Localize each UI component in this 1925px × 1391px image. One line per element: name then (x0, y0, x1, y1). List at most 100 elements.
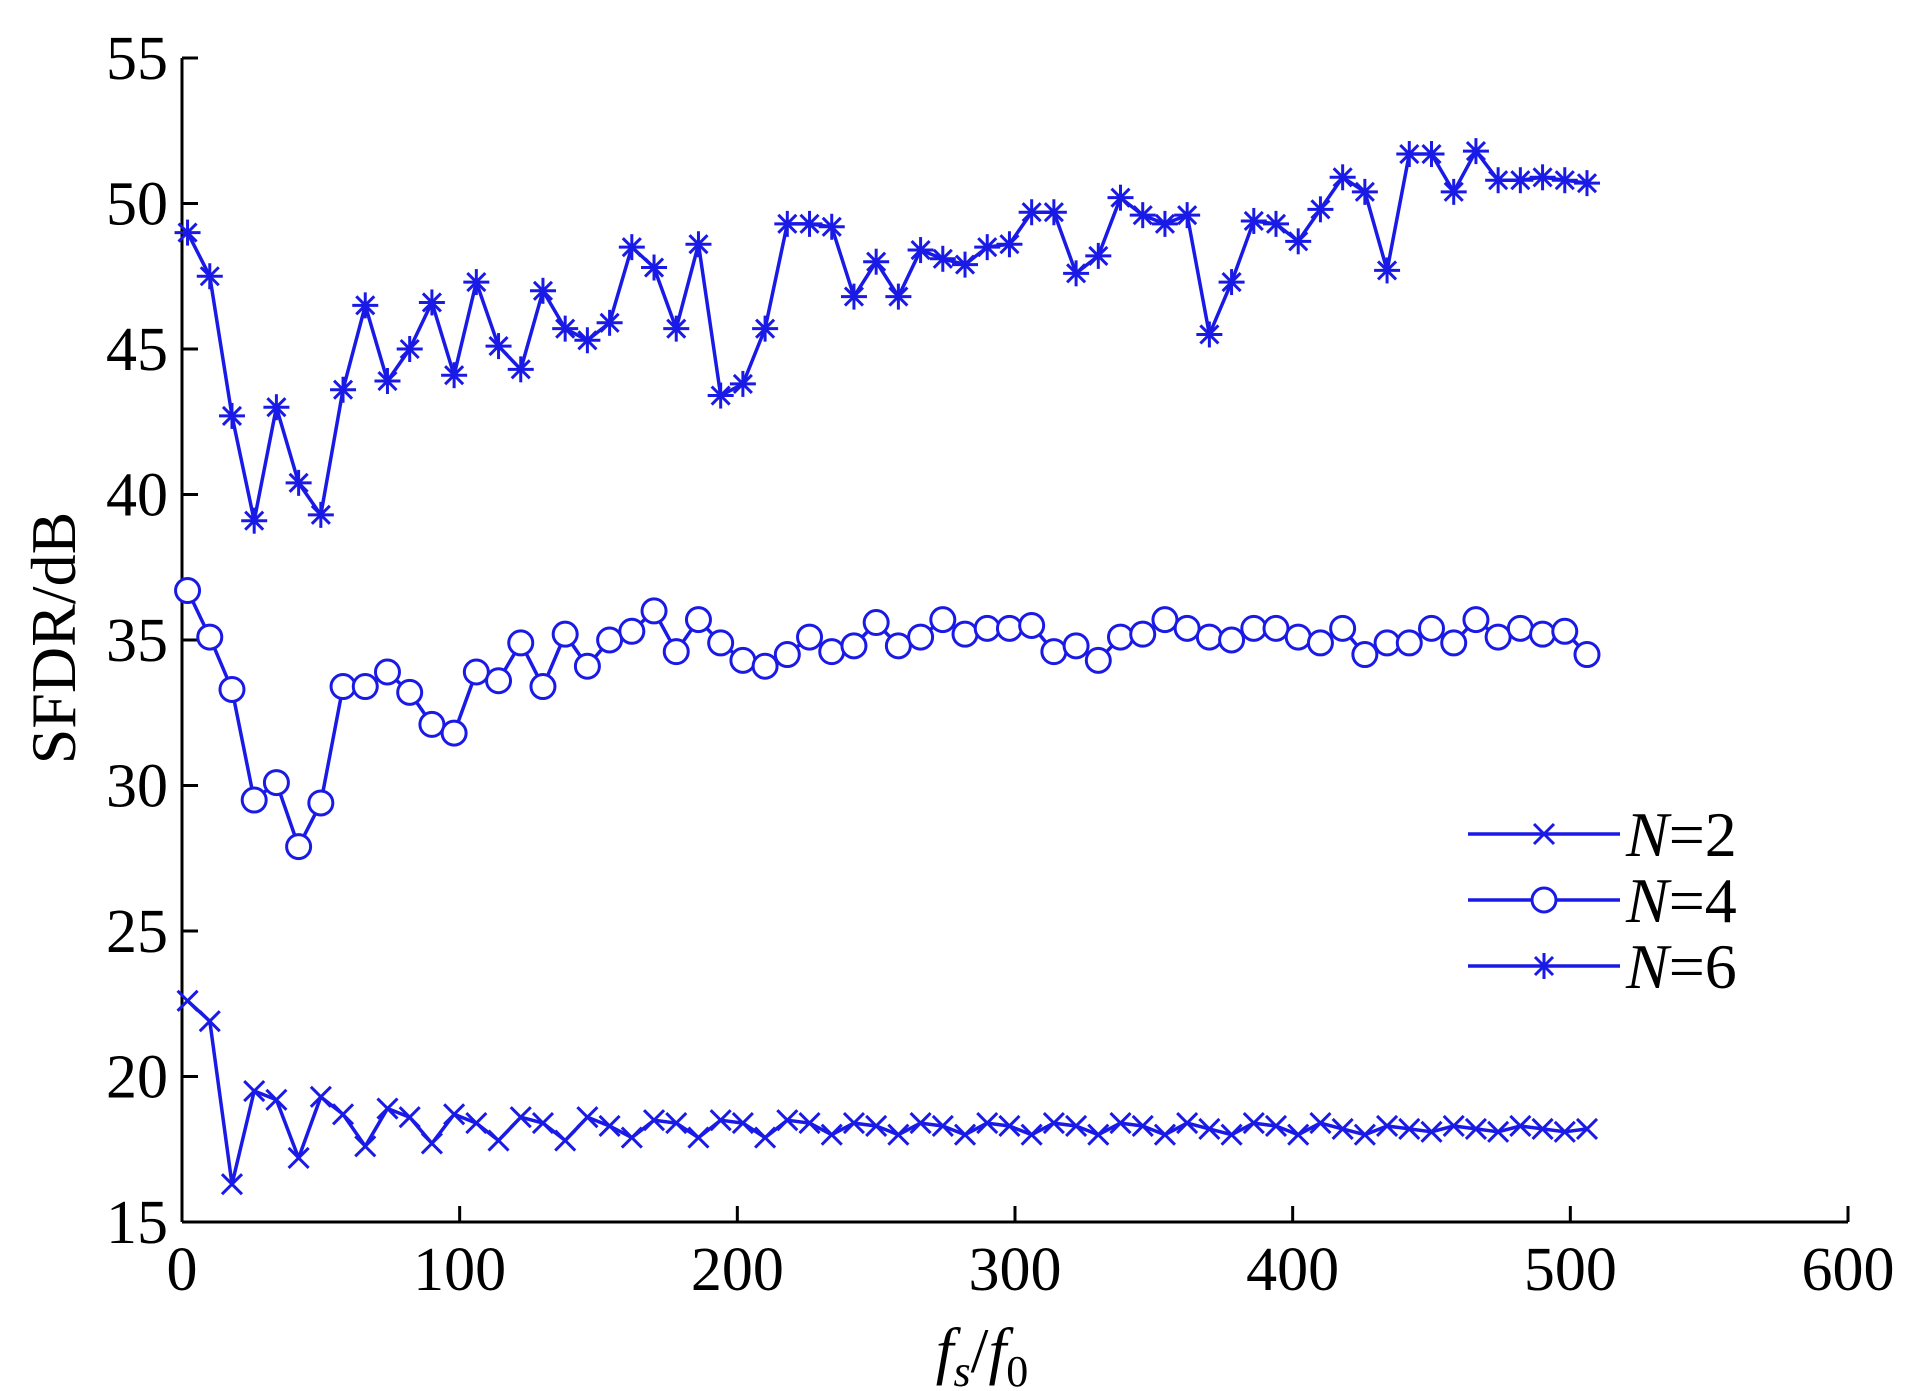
data-point (287, 1146, 310, 1170)
legend-label-var: N (1625, 931, 1672, 1002)
data-point (731, 1111, 754, 1135)
series-line (186, 589, 1589, 849)
data-point (773, 641, 801, 669)
data-point (1129, 202, 1156, 229)
data-point (752, 315, 779, 342)
legend-label-value: =4 (1669, 865, 1737, 936)
data-point (842, 1111, 866, 1135)
axes (180, 56, 1850, 1224)
data-point (1551, 167, 1578, 194)
data-point (396, 678, 424, 706)
data-point (618, 617, 646, 645)
y-tick-label: 30 (106, 753, 168, 821)
legend-label-var: N (1625, 799, 1672, 870)
data-point (1418, 614, 1445, 642)
data-point (641, 254, 668, 281)
data-point (998, 1114, 1021, 1138)
data-point (798, 1111, 821, 1135)
data-point (1307, 196, 1334, 223)
data-point (818, 213, 845, 240)
data-point (1287, 1123, 1310, 1146)
data-point (551, 620, 579, 648)
data-point (862, 609, 890, 637)
data-point (1373, 629, 1401, 657)
data-point (463, 269, 490, 296)
data-point (1462, 138, 1489, 165)
plot-area (174, 138, 1601, 1196)
data-point (885, 283, 912, 310)
data-point (1531, 1117, 1554, 1140)
data-point (820, 1123, 843, 1146)
data-point (330, 376, 357, 403)
legend-item: N=6 (1468, 931, 1737, 1002)
data-point (952, 251, 979, 278)
data-point (1331, 1117, 1354, 1140)
data-point (687, 1126, 710, 1149)
data-point (1131, 1114, 1154, 1138)
data-point (909, 1111, 932, 1135)
data-point (1573, 641, 1601, 669)
y-tick-label: 50 (106, 171, 168, 239)
data-point (598, 1114, 621, 1138)
series-n-2 (176, 989, 1599, 1196)
legend: N=2N=4N=6 (1468, 799, 1737, 1002)
series-line (186, 999, 1588, 1186)
data-point (1573, 170, 1600, 197)
data-point (1487, 1120, 1510, 1143)
data-point (1220, 1123, 1243, 1146)
data-point (1151, 606, 1179, 634)
x-tick-label: 400 (1246, 1236, 1339, 1304)
data-point (863, 248, 890, 275)
data-point (929, 245, 956, 272)
data-point (373, 658, 401, 686)
data-point (265, 1088, 288, 1111)
data-point (840, 283, 867, 310)
data-point (907, 623, 935, 651)
data-point (1351, 641, 1379, 669)
data-point (1529, 620, 1557, 648)
data-point (198, 1010, 221, 1033)
data-point (887, 1123, 910, 1146)
data-point (1218, 626, 1246, 654)
y-axis-label: SFDR/dB (18, 512, 89, 765)
x-axis-label: fs/f0 (936, 1315, 1028, 1391)
data-point (729, 370, 756, 397)
data-point (754, 1126, 777, 1149)
data-point (485, 667, 513, 695)
data-point (1151, 210, 1178, 237)
data-point (996, 231, 1023, 258)
data-point (1532, 822, 1556, 846)
data-point (1063, 260, 1090, 287)
data-point (1551, 617, 1579, 645)
data-point (309, 1085, 332, 1108)
data-point (351, 673, 379, 701)
data-point (218, 675, 246, 703)
data-point (418, 710, 446, 738)
data-point (329, 673, 357, 701)
data-point (976, 1111, 999, 1135)
data-point (1263, 210, 1290, 237)
data-point (552, 315, 579, 342)
data-point (1440, 629, 1468, 657)
data-point (529, 277, 556, 304)
data-point (1376, 1114, 1399, 1138)
data-point (973, 614, 1001, 642)
data-point (1306, 629, 1334, 657)
data-point (1040, 199, 1067, 226)
data-point (1420, 1120, 1443, 1143)
x-tick-label: 300 (969, 1236, 1062, 1304)
data-point (1462, 606, 1490, 634)
data-point (1173, 614, 1201, 642)
data-point (1530, 886, 1558, 914)
data-point (707, 382, 734, 409)
data-point (796, 623, 824, 651)
data-point (398, 1106, 421, 1129)
data-point (865, 1114, 888, 1138)
data-point (1018, 199, 1045, 226)
legend-label: N=4 (1625, 865, 1737, 936)
data-point (1351, 178, 1378, 205)
data-point (1529, 164, 1556, 191)
data-point (1396, 141, 1423, 168)
data-point (596, 626, 624, 654)
data-point (1107, 623, 1135, 651)
